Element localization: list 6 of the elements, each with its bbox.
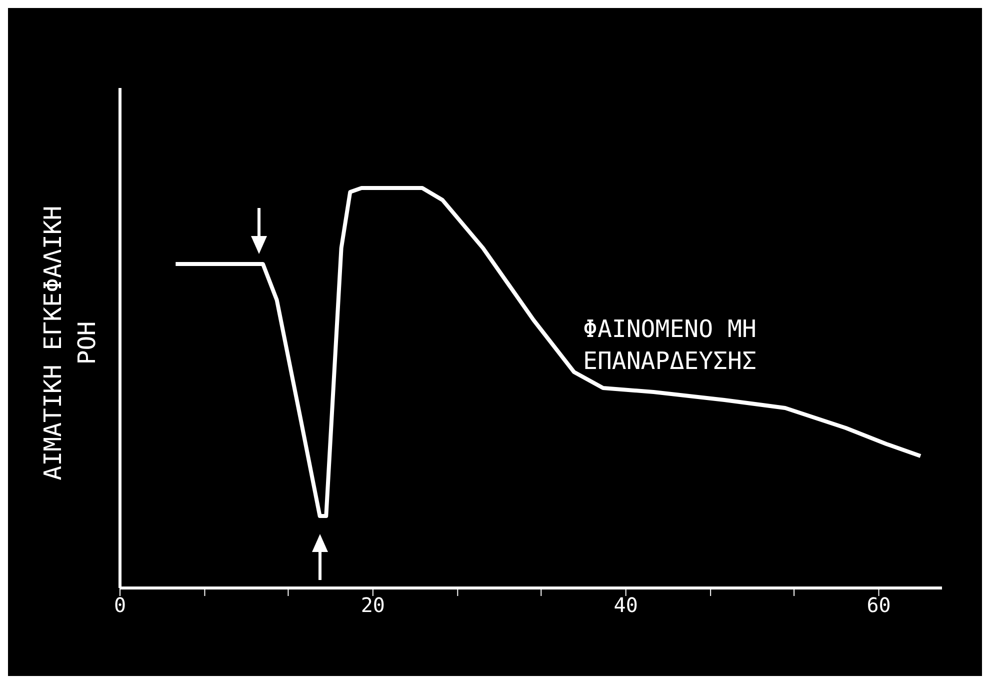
y-axis-title: ΑΙΜΑΤΙΚΗ ΕΓΚΕΦΑΛΙΚΗ ΡΟΗ: [38, 206, 102, 480]
annotation: ΦΑΙΝΟΜΕΝΟ ΜΗ ΕΠΑΝΑΡΔΕΥΣΗΣ: [583, 314, 756, 377]
x-tick-label: 60: [866, 593, 891, 618]
x-tick-label: 40: [614, 593, 638, 618]
x-tick-label: 20: [360, 593, 385, 618]
x-tick-label: 0: [114, 593, 126, 618]
